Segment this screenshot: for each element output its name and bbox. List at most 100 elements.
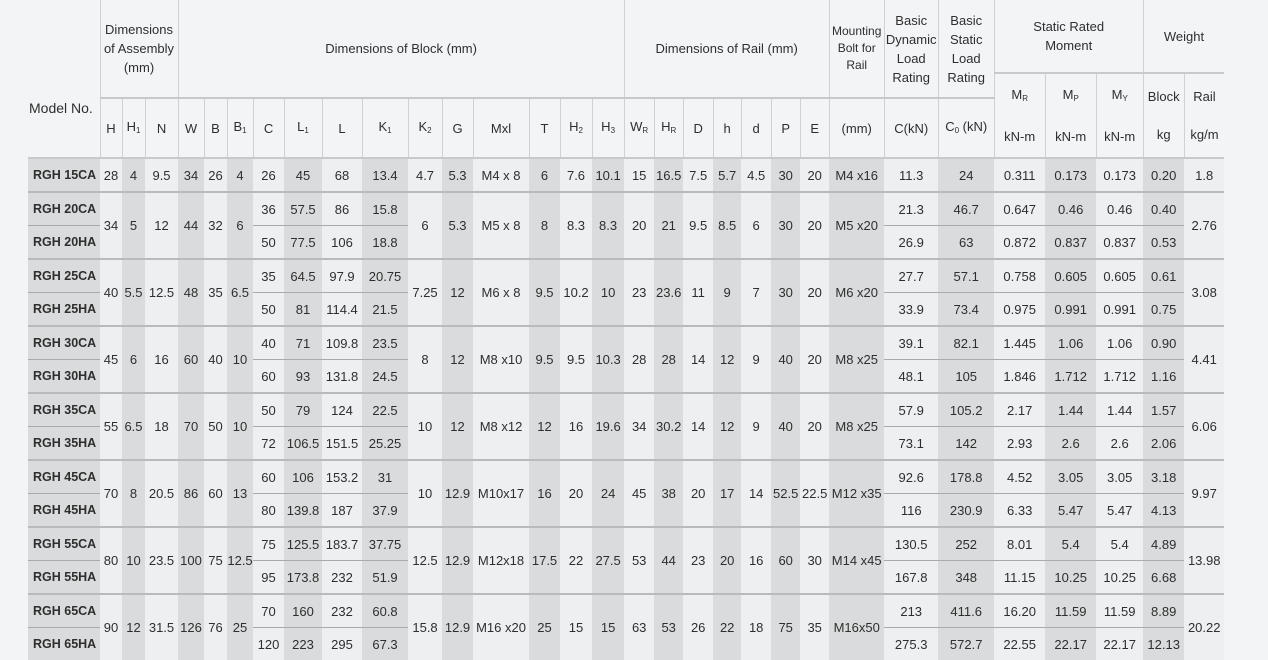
column-symbol: B [233,119,242,134]
cell-l1: 45 [284,158,322,192]
cell-c0: 105 [938,360,994,394]
cell-hr: 21 [654,192,683,259]
column-header: G [442,98,473,158]
column-symbol: W [630,119,642,134]
cell-mxl: M5 x 8 [473,192,529,259]
cell-mxl: M8 x10 [473,326,529,393]
column-subscript: R [642,126,648,135]
cell-h1: 10 [122,527,145,594]
cell-bolt: M8 x25 [829,393,884,460]
cell-e: 20 [800,259,829,326]
cell-h2: 9.5 [560,326,592,393]
cell-l: 68 [322,158,362,192]
cell-l1: 173.8 [284,561,322,595]
cell-h3: 10 [592,259,624,326]
header-dimensions-rail: Dimensions of Rail (mm) [624,0,829,98]
column-symbol: H [601,119,610,134]
cell-e: 20 [800,158,829,192]
cell-g: 12 [442,259,473,326]
cell-wr: 63 [624,594,654,660]
moment-symbol: MR [995,76,1045,118]
cell-mp: 11.59 [1045,594,1096,628]
cell-l1: 64.5 [284,259,322,293]
cell-c0: 46.7 [938,192,994,226]
cell-t: 8 [529,192,560,259]
column-symbol: C [945,119,954,134]
cell-c: 80 [253,494,284,528]
column-subscript: 2 [427,126,431,135]
cell-l1: 71 [284,326,322,360]
cell-w: 86 [178,460,204,527]
cell-b: 35 [204,259,227,326]
moment-unit: kN-m [1046,118,1096,156]
cell-k2: 10 [408,393,442,460]
column-symbol: K [378,119,387,134]
cell-e: 35 [800,594,829,660]
model-cell: RGH 45CA [28,460,100,494]
moment-unit: kN-m [995,118,1045,156]
column-subscript: 1 [304,126,308,135]
cell-w: 60 [178,326,204,393]
model-cell: RGH 45HA [28,494,100,528]
cell-b: 40 [204,326,227,393]
cell-l: 97.9 [322,259,362,293]
cell-cdyn: 130.5 [884,527,938,561]
column-header: H1 [122,98,145,158]
cell-rail: 6.06 [1184,393,1224,460]
cell-my: 3.05 [1096,460,1143,494]
cell-my: 1.06 [1096,326,1143,360]
cell-h: 9 [713,259,741,326]
column-header: C0 (kN) [938,98,994,158]
column-symbol: P [781,121,790,136]
cell-d: 6 [741,192,771,259]
cell-l: 86 [322,192,362,226]
cell-mp: 2.6 [1045,427,1096,461]
cell-w: 126 [178,594,204,660]
cell-h: 20 [713,527,741,594]
column-symbol: D [693,121,702,136]
column-subscript: 1 [242,126,246,135]
cell-c: 50 [253,393,284,427]
model-cell: RGH 65CA [28,594,100,628]
cell-c: 60 [253,360,284,394]
cell-l: 151.5 [322,427,362,461]
cell-d: 14 [683,326,713,393]
cell-hr: 16.5 [654,158,683,192]
model-cell: RGH 35CA [28,393,100,427]
column-header: H [100,98,122,158]
cell-mxl: M10x17 [473,460,529,527]
cell-wr: 53 [624,527,654,594]
cell-h1: 5.5 [122,259,145,326]
cell-d: 9.5 [683,192,713,259]
cell-e: 30 [800,527,829,594]
cell-w: 44 [178,192,204,259]
cell-h: 55 [100,393,122,460]
cell-h2: 10.2 [560,259,592,326]
cell-block: 3.18 [1143,460,1184,494]
cell-hr: 28 [654,326,683,393]
cell-cdyn: 26.9 [884,226,938,260]
cell-wr: 28 [624,326,654,393]
model-cell: RGH 20CA [28,192,100,226]
cell-h2: 16 [560,393,592,460]
cell-l1: 106.5 [284,427,322,461]
header-mounting-bolt: Mounting Bolt for Rail [829,0,884,98]
cell-bolt: M5 x20 [829,192,884,259]
cell-my: 10.25 [1096,561,1143,595]
cell-n: 12 [145,192,178,259]
cell-c: 75 [253,527,284,561]
cell-c0: 348 [938,561,994,595]
cell-h2: 22 [560,527,592,594]
cell-d: 7.5 [683,158,713,192]
cell-n: 18 [145,393,178,460]
column-header: B1 [227,98,253,158]
cell-rail: 13.98 [1184,527,1224,594]
cell-mp: 0.605 [1045,259,1096,293]
cell-my: 22.17 [1096,628,1143,660]
column-header: WR [624,98,654,158]
column-subscript: 1 [387,126,391,135]
cell-cdyn: 116 [884,494,938,528]
column-symbol: L [338,121,345,136]
